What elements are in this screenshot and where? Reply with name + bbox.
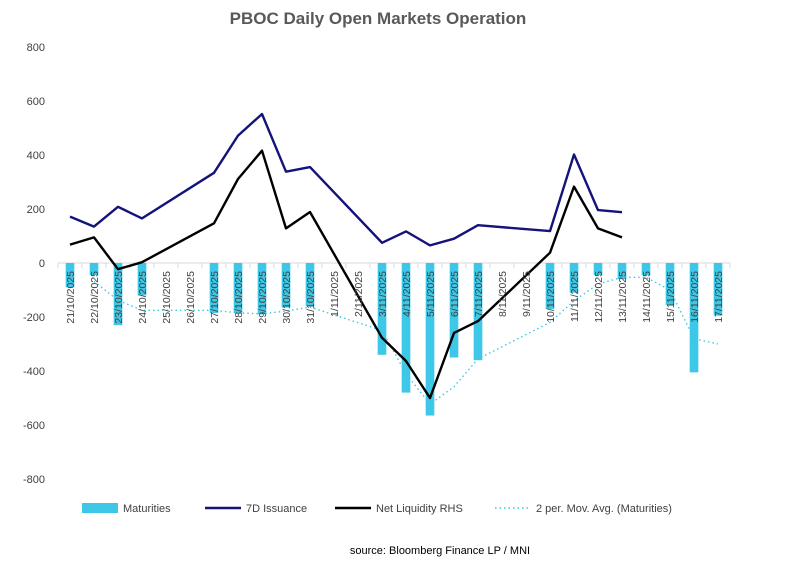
x-tick-label: 13/11/2025 bbox=[617, 271, 629, 323]
x-tick-label: 12/11/2025 bbox=[593, 271, 605, 323]
x-tick-label: 2/11/2025 bbox=[353, 271, 365, 317]
chart-title: PBOC Daily Open Markets Operation bbox=[230, 9, 527, 28]
x-tick-label: 27/10/2025 bbox=[209, 271, 221, 324]
x-tick-label: 5/11/2025 bbox=[425, 271, 437, 317]
legend-label: 7D Issuance bbox=[246, 503, 307, 515]
x-tick-label: 29/10/2025 bbox=[257, 271, 269, 324]
x-tick-label: 11/11/2025 bbox=[569, 271, 581, 322]
x-tick-label: 14/11/2025 bbox=[641, 271, 653, 323]
x-tick-label: 22/10/2025 bbox=[89, 271, 101, 324]
legend-label: 2 per. Mov. Avg. (Maturities) bbox=[536, 503, 672, 515]
y-tick-label: -800 bbox=[23, 474, 45, 486]
x-tick-label: 24/10/2025 bbox=[137, 271, 149, 324]
x-tick-label: 26/10/2025 bbox=[185, 271, 197, 324]
y-tick-label: 600 bbox=[27, 96, 45, 108]
net-liquidity-line bbox=[69, 149, 623, 400]
maturities-bar bbox=[113, 263, 123, 326]
x-tick-label: 9/11/2025 bbox=[521, 271, 533, 317]
x-tick-label: 30/10/2025 bbox=[281, 271, 293, 324]
legend-label: Maturities bbox=[123, 503, 171, 515]
maturities-bar bbox=[257, 263, 267, 315]
x-tick-label: 3/11/2025 bbox=[377, 271, 389, 317]
maturities-bar bbox=[425, 263, 435, 416]
issuance-line bbox=[69, 112, 623, 247]
maturities-bar bbox=[281, 263, 291, 308]
maturities-bar bbox=[449, 263, 459, 358]
y-tick-label: 0 bbox=[39, 258, 45, 270]
maturities-bar bbox=[305, 263, 315, 307]
y-tick-label: 400 bbox=[27, 150, 45, 162]
maturities-bar bbox=[569, 263, 579, 293]
maturities-bar bbox=[401, 263, 411, 393]
y-tick-label: 800 bbox=[27, 42, 45, 54]
maturities-bar bbox=[545, 263, 555, 309]
maturities-bar bbox=[65, 263, 75, 288]
maturities-bar bbox=[89, 263, 99, 276]
maturities-bar bbox=[137, 263, 147, 296]
x-tick-label: 23/10/2025 bbox=[113, 271, 125, 324]
y-tick-label: -200 bbox=[23, 312, 45, 324]
x-tick-label: 17/11/2025 bbox=[713, 271, 725, 323]
x-tick-label: 21/10/2025 bbox=[65, 271, 77, 324]
x-tick-label: 7/11/2025 bbox=[473, 271, 485, 317]
legend-swatch-maturities bbox=[82, 503, 118, 513]
maturities-bar bbox=[641, 263, 651, 276]
y-tick-label: 200 bbox=[27, 204, 45, 216]
maturities-bar bbox=[593, 263, 603, 276]
legend-label: Net Liquidity RHS bbox=[376, 503, 463, 515]
chart-source: source: Bloomberg Finance LP / MNI bbox=[350, 545, 530, 557]
maturities-bar bbox=[617, 263, 627, 280]
maturities-bar bbox=[209, 263, 219, 313]
x-tick-label: 28/10/2025 bbox=[233, 271, 245, 324]
x-tick-label: 25/10/2025 bbox=[161, 271, 173, 324]
y-tick-label: -600 bbox=[23, 420, 45, 432]
x-tick-label: 6/11/2025 bbox=[449, 271, 461, 317]
x-tick-label: 4/11/2025 bbox=[401, 271, 413, 317]
maturities-bar bbox=[377, 263, 387, 355]
maturities-bar bbox=[689, 263, 699, 373]
maturities-bar bbox=[233, 263, 243, 313]
x-tick-label: 16/11/2025 bbox=[689, 271, 701, 323]
x-tick-label: 10/11/2025 bbox=[545, 271, 557, 323]
x-tick-label: 31/10/2025 bbox=[305, 271, 317, 324]
maturities-bar bbox=[713, 263, 723, 316]
x-tick-label: 1/11/2025 bbox=[329, 271, 341, 317]
maturities-bar bbox=[665, 263, 675, 305]
x-tick-label: 15/11/2025 bbox=[665, 271, 677, 323]
maturities-bar bbox=[473, 263, 483, 361]
x-tick-label: 8/11/2025 bbox=[497, 271, 509, 317]
y-tick-label: -400 bbox=[23, 366, 45, 378]
